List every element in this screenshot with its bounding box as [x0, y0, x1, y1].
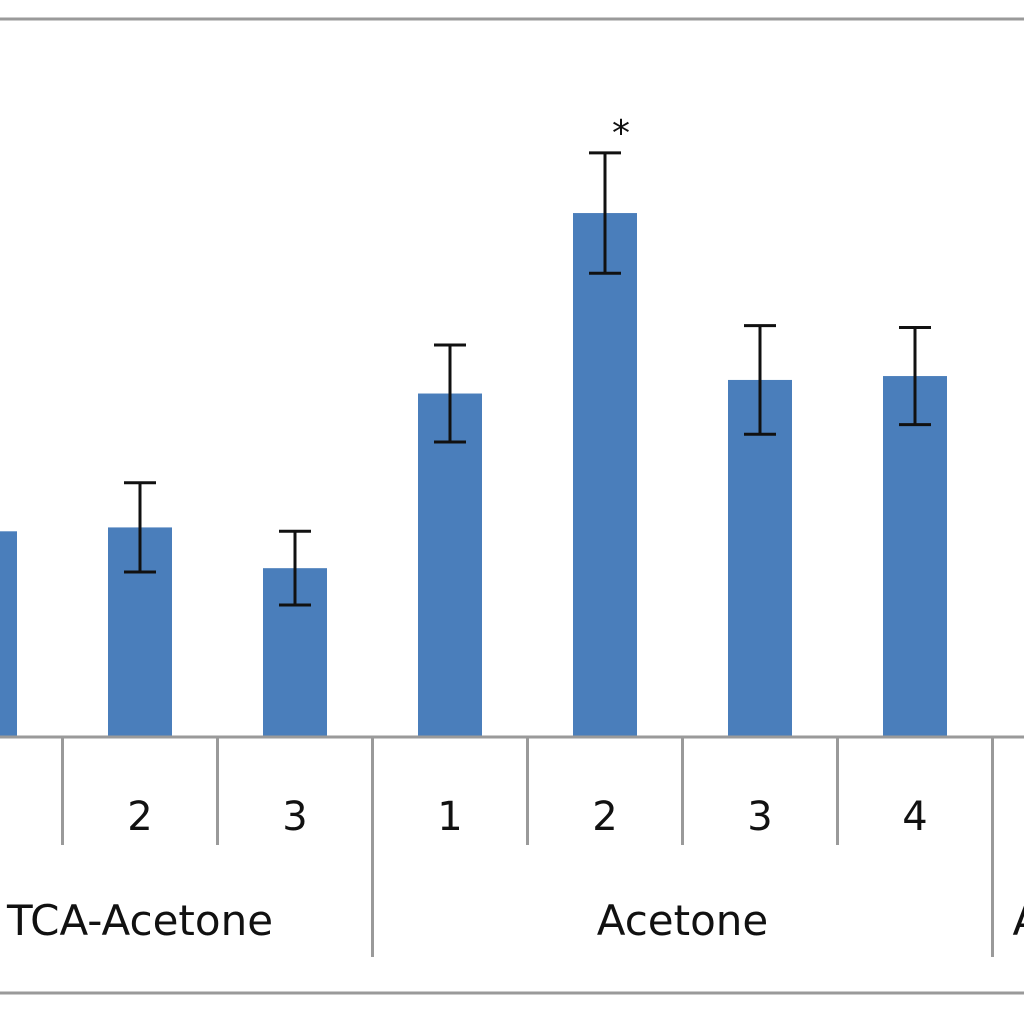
group-label-2: A — [1013, 896, 1024, 945]
bar-1-2 — [573, 213, 637, 737]
tick-label-1-1: 1 — [437, 794, 462, 840]
bar-0-1 — [0, 531, 17, 737]
significance-marker: * — [612, 113, 630, 154]
tick-label-1-2: 2 — [592, 794, 617, 840]
tick-label-0-3: 3 — [282, 794, 307, 840]
bar-1-4 — [883, 376, 947, 737]
group-label-1: Acetone — [597, 896, 769, 945]
x-axis: 1231234TCA-AcetoneAcetoneA — [0, 737, 1024, 957]
bar-1-1 — [418, 394, 482, 737]
tick-label-1-3: 3 — [747, 794, 772, 840]
group-label-0: TCA-Acetone — [6, 896, 273, 945]
chart-border — [0, 19, 1024, 993]
tick-label-1-4: 4 — [902, 794, 927, 840]
bars-layer: * — [0, 113, 947, 737]
tick-label-0-2: 2 — [127, 794, 152, 840]
